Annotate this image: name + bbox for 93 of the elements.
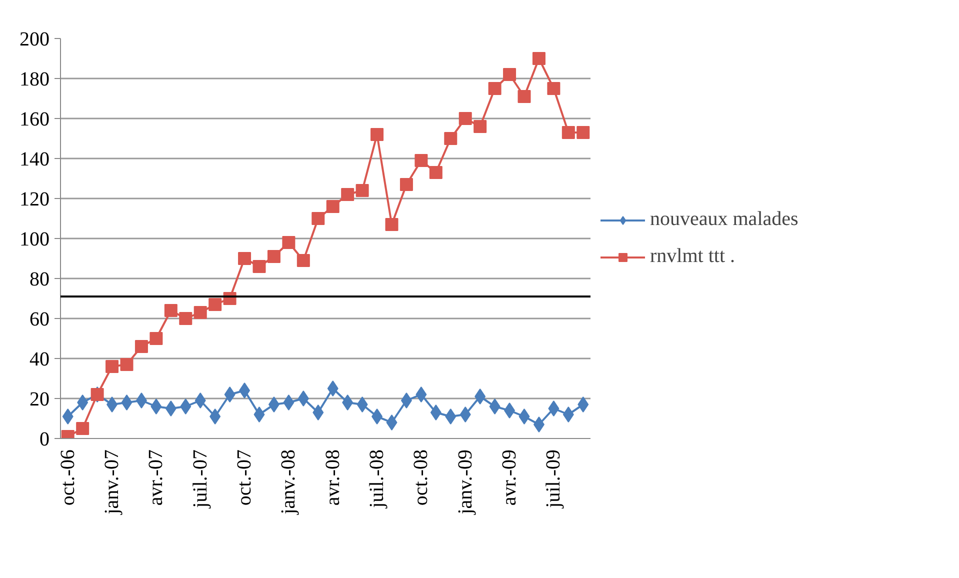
point	[77, 394, 88, 410]
point	[312, 212, 325, 225]
point	[179, 312, 192, 325]
y-tick-label: 140	[20, 148, 50, 170]
point	[504, 402, 516, 418]
point	[180, 398, 192, 414]
point	[62, 408, 74, 424]
point	[136, 392, 147, 408]
point	[474, 120, 487, 133]
legend-label: rnvlmt ttt .	[650, 245, 735, 268]
y-tick-label: 100	[20, 228, 50, 250]
point	[283, 394, 294, 410]
y-tick-label: 0	[40, 428, 50, 450]
y-tick-label: 60	[30, 308, 50, 330]
point	[460, 406, 471, 422]
point	[76, 422, 90, 435]
point	[532, 52, 546, 65]
point	[134, 340, 148, 353]
point	[327, 380, 338, 396]
point	[400, 178, 413, 191]
point	[533, 416, 544, 432]
x-tick-label: juil.-09	[542, 449, 565, 509]
x-tick-label: janv.-08	[278, 450, 300, 516]
x-tick-label: juil.-07	[189, 449, 212, 509]
y-tick-label: 40	[30, 348, 50, 370]
point	[416, 386, 427, 402]
point	[106, 360, 119, 373]
point	[562, 126, 575, 139]
y-tick-label: 200	[20, 28, 50, 50]
point	[414, 154, 428, 167]
point	[489, 398, 500, 414]
point	[445, 408, 456, 424]
point	[282, 236, 296, 249]
point	[458, 112, 472, 125]
x-tick-label: janv.-09	[454, 450, 476, 516]
point	[342, 394, 354, 410]
x-tick-label: avr.-09	[498, 450, 521, 506]
point	[121, 394, 132, 410]
point	[518, 408, 530, 424]
x-tick-label: oct.-08	[410, 450, 432, 506]
point	[254, 406, 265, 422]
point	[239, 382, 250, 398]
x-tick-label: avr.-07	[145, 450, 168, 506]
point	[267, 250, 280, 263]
point	[576, 126, 590, 139]
point	[150, 398, 162, 414]
point	[578, 396, 589, 412]
point	[194, 392, 206, 408]
point	[356, 184, 369, 197]
y-tick-label: 80	[30, 268, 50, 290]
x-tick-label: juil.-08	[366, 449, 388, 509]
y-tick-label: 120	[20, 188, 50, 210]
point	[165, 400, 176, 416]
point	[444, 132, 458, 145]
point	[252, 260, 266, 273]
point	[547, 82, 560, 95]
x-tick-label: janv.-07	[101, 450, 124, 516]
point	[210, 408, 221, 424]
point	[106, 396, 118, 412]
point	[150, 332, 163, 345]
y-tick-label: 160	[20, 108, 50, 130]
point	[268, 396, 280, 412]
point	[341, 188, 354, 201]
point	[370, 128, 384, 141]
point	[238, 252, 252, 265]
point	[208, 298, 222, 311]
x-tick-label: oct.-07	[234, 450, 256, 506]
point	[429, 166, 442, 179]
point	[372, 408, 383, 424]
point	[385, 218, 398, 231]
point	[296, 254, 310, 267]
point	[386, 414, 398, 430]
point	[326, 200, 340, 213]
point	[164, 304, 178, 317]
point	[298, 390, 309, 406]
point	[120, 358, 134, 371]
point	[194, 306, 207, 319]
point	[488, 82, 502, 95]
point	[430, 404, 442, 420]
point	[518, 90, 531, 103]
point	[503, 68, 516, 81]
point	[356, 396, 368, 412]
point	[312, 404, 324, 420]
point	[562, 406, 574, 422]
point	[474, 388, 486, 404]
y-tick-label: 180	[20, 68, 50, 90]
x-tick-label: oct.-06	[56, 450, 79, 506]
point	[400, 392, 412, 408]
x-tick-label: avr.-08	[322, 450, 344, 506]
point	[548, 400, 560, 416]
legend-label: nouveaux malades	[650, 208, 798, 231]
y-tick-label: 20	[30, 388, 50, 410]
point	[224, 386, 236, 402]
